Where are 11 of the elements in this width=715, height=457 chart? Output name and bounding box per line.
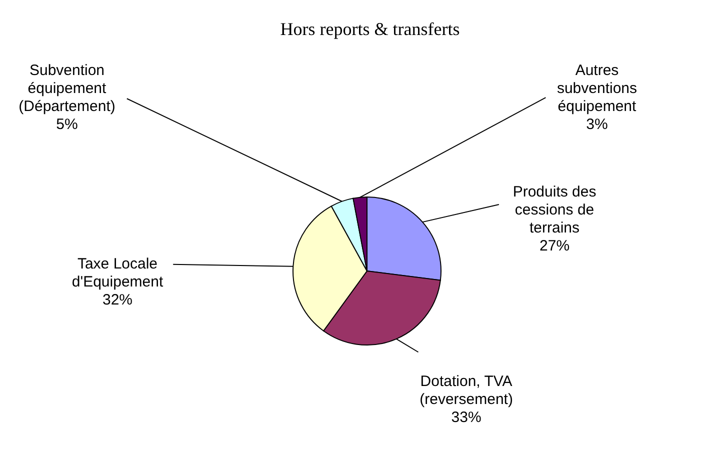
data-label: 5% — [56, 116, 78, 133]
data-label: 32% — [102, 291, 133, 308]
slice-label: Dotation, TVA (reversement) — [420, 373, 513, 408]
data-label: 33% — [451, 409, 482, 426]
slice-label: Taxe Locale d'Equipement — [72, 255, 164, 290]
chart-title: Hors reports & transferts — [280, 19, 460, 39]
slice-label: Produits des cessions de terrains — [512, 184, 596, 237]
slice-label: Subvention équipement (Département) — [18, 62, 116, 115]
data-label: 3% — [586, 116, 608, 133]
data-label: 27% — [540, 238, 570, 255]
slice-label: Autres subventions équipement — [556, 62, 638, 115]
